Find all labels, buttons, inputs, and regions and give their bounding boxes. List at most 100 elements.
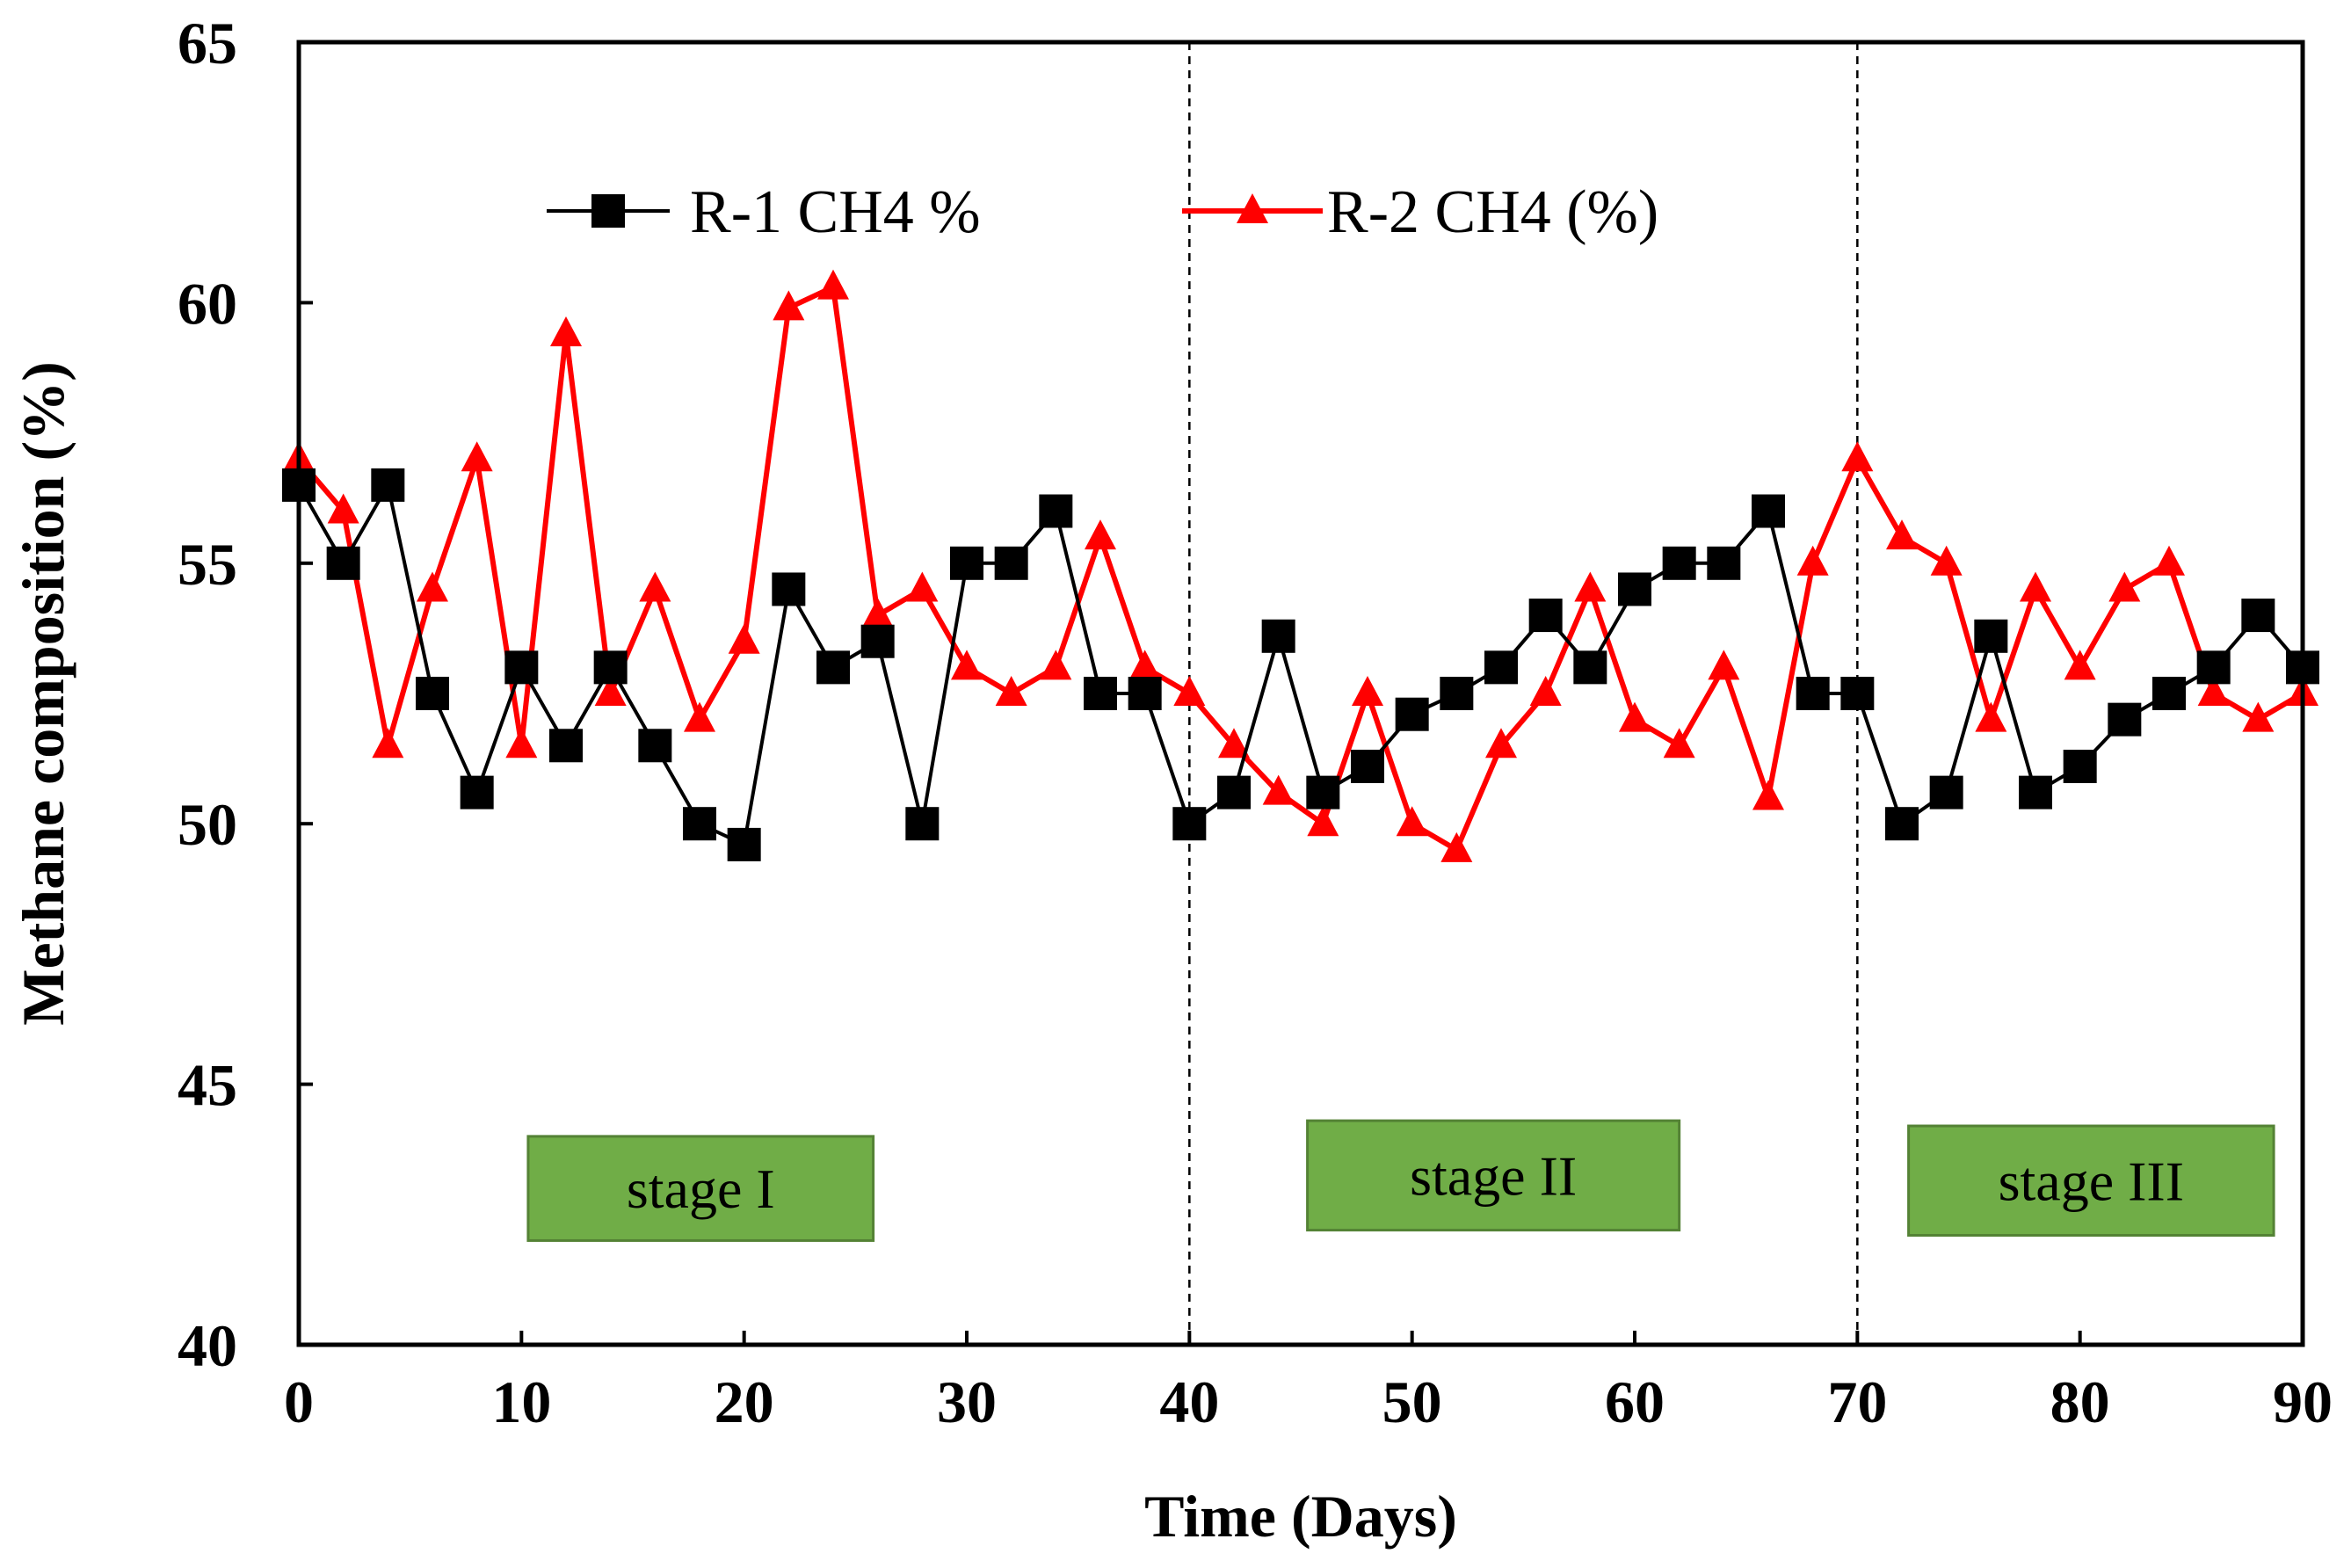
data-point-1 — [1484, 650, 1518, 685]
data-point-1 — [2063, 749, 2097, 783]
data-point-2 — [995, 676, 1027, 706]
data-point-2 — [1796, 545, 1829, 576]
data-point-2 — [505, 728, 538, 759]
data-point-2 — [951, 650, 983, 680]
data-point-1 — [1618, 572, 1651, 606]
data-point-2 — [2197, 676, 2230, 706]
series-group — [282, 269, 2319, 862]
data-point-2 — [1663, 728, 1695, 759]
data-point-2 — [684, 701, 715, 732]
data-point-1 — [860, 624, 895, 658]
data-point-2 — [1307, 806, 1339, 837]
data-point-2 — [1040, 650, 1072, 680]
plot-area-frame — [296, 40, 2305, 1347]
data-point-2 — [1708, 650, 1740, 680]
x-tick-label: 40 — [1159, 1368, 1219, 1435]
data-point-1 — [683, 807, 716, 841]
data-point-1 — [816, 650, 850, 685]
data-point-2 — [1930, 545, 1963, 576]
data-point-1 — [1796, 677, 1830, 710]
data-point-2 — [1841, 441, 1874, 472]
series-2 — [283, 269, 2318, 862]
data-point-2 — [1619, 701, 1651, 732]
legend-label-2: R-2 CH4 (%) — [1327, 178, 1658, 246]
data-point-1 — [1351, 749, 1384, 783]
data-point-2 — [1975, 701, 2007, 732]
series-1 — [282, 468, 2319, 861]
data-point-2 — [417, 571, 448, 602]
y-axis-title: Methane composition (%) — [10, 361, 76, 1025]
data-point-2 — [1485, 728, 1517, 759]
data-point-2 — [2108, 571, 2141, 602]
data-point-1 — [2241, 599, 2275, 633]
data-point-2 — [1574, 571, 1607, 602]
data-point-1 — [1707, 546, 1741, 580]
x-tick-label: 70 — [1827, 1368, 1887, 1435]
data-point-1 — [2019, 775, 2052, 809]
data-point-1 — [1840, 677, 1875, 710]
data-point-1 — [416, 677, 449, 710]
legend-label-1: R-1 CH4 % — [690, 178, 981, 246]
data-point-2 — [773, 290, 805, 321]
legend: R-1 CH4 % R-2 CH4 (%) — [547, 178, 1658, 246]
series-line-1 — [297, 483, 2304, 846]
y-tick-label: 40 — [178, 1312, 237, 1379]
x-tick-label: 30 — [937, 1368, 997, 1435]
data-point-2 — [639, 571, 671, 602]
data-point-1 — [905, 807, 940, 841]
data-point-1 — [504, 650, 539, 685]
data-point-2 — [1262, 774, 1295, 805]
data-point-2 — [1752, 780, 1784, 810]
stage-label-2: stage II — [1410, 1144, 1577, 1207]
data-point-2 — [550, 316, 582, 346]
data-point-2 — [1128, 650, 1161, 680]
data-point-2 — [906, 571, 939, 602]
x-tick-label: 90 — [2273, 1368, 2333, 1435]
data-point-1 — [1885, 807, 1919, 841]
legend-item-1: R-1 CH4 % — [547, 178, 981, 246]
data-point-1 — [1217, 775, 1251, 809]
data-point-1 — [1172, 807, 1207, 841]
stage-label-1: stage I — [627, 1158, 775, 1220]
data-point-1 — [460, 775, 494, 809]
x-tick-label: 20 — [715, 1368, 774, 1435]
data-point-1 — [2152, 677, 2186, 710]
data-point-1 — [1974, 619, 2008, 653]
x-axis-title: Time (Days) — [1144, 1483, 1457, 1550]
data-point-1 — [1662, 546, 1696, 580]
stage-box-2 — [1306, 1119, 1681, 1232]
data-point-2 — [1352, 676, 1383, 706]
x-tick-label: 80 — [2050, 1368, 2110, 1435]
stage-label-3: stage III — [1999, 1150, 2184, 1212]
data-point-1 — [772, 572, 806, 606]
data-point-1 — [326, 546, 360, 580]
data-point-2 — [2020, 571, 2051, 602]
data-point-1 — [727, 827, 761, 861]
data-point-1 — [2196, 650, 2231, 685]
data-point-2 — [2064, 650, 2096, 680]
data-point-2 — [1440, 831, 1473, 862]
data-point-1 — [2108, 702, 2142, 737]
data-point-1 — [1084, 677, 1117, 710]
data-point-2 — [594, 676, 627, 706]
y-tick-label: 55 — [178, 531, 237, 598]
y-tick-label: 50 — [178, 791, 237, 858]
data-point-1 — [638, 729, 672, 763]
data-point-2 — [1085, 519, 1116, 550]
legend-item-2: R-2 CH4 (%) — [1182, 178, 1658, 246]
data-point-1 — [593, 650, 628, 685]
data-point-2 — [2242, 701, 2275, 732]
data-point-2 — [1886, 519, 1918, 550]
x-tick-label: 50 — [1382, 1368, 1442, 1435]
data-point-2 — [861, 598, 894, 628]
legend-marker-2 — [1237, 193, 1268, 223]
y-tick-label: 60 — [178, 270, 237, 337]
data-point-1 — [1306, 775, 1340, 809]
x-tick-label: 10 — [491, 1368, 551, 1435]
data-point-1 — [1128, 677, 1162, 710]
data-point-1 — [549, 729, 583, 763]
data-point-1 — [1440, 677, 1474, 710]
data-point-1 — [1039, 494, 1073, 528]
data-point-1 — [1261, 619, 1295, 653]
data-point-1 — [1528, 599, 1563, 633]
